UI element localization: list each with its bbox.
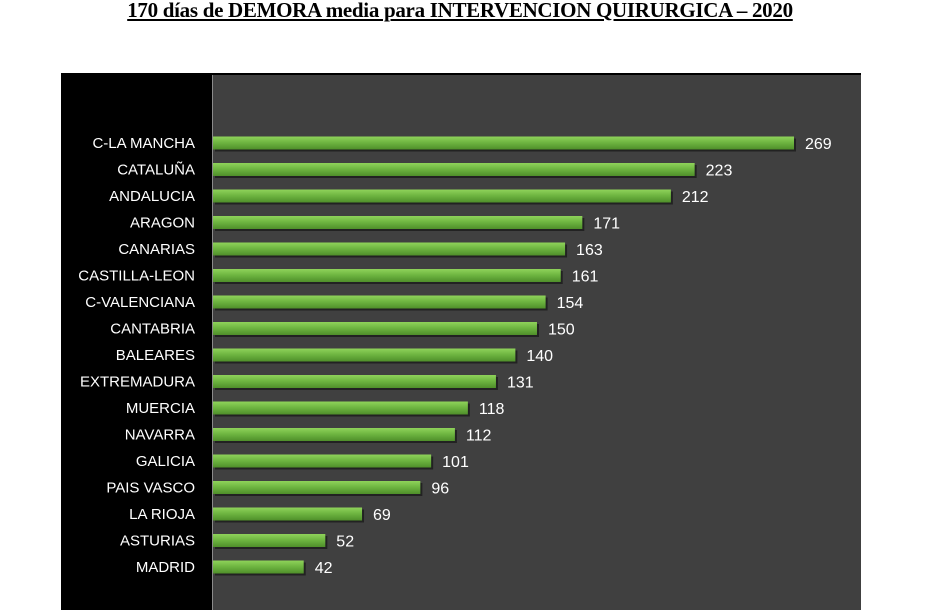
category-label: LA RIOJA	[129, 506, 195, 523]
data-label: 101	[442, 454, 469, 471]
bar	[213, 560, 304, 574]
bar	[213, 375, 496, 388]
data-label: 112	[466, 428, 492, 445]
category-label: BALEARES	[116, 347, 195, 364]
chart-area: C-LA MANCHA 269 CATALUÑA 223 ANDALUCIA 212 ARA…	[61, 73, 861, 610]
data-label: 223	[706, 163, 733, 180]
bar	[213, 401, 468, 415]
bar	[213, 322, 537, 335]
bar	[213, 189, 671, 203]
data-label: 163	[576, 242, 603, 259]
data-label: 140	[526, 348, 553, 365]
category-label: CANARIAS	[118, 241, 195, 258]
category-label: ASTURIAS	[120, 533, 195, 550]
category-label: C-VALENCIANA	[85, 294, 195, 311]
bar	[213, 242, 566, 256]
data-label: 118	[479, 401, 505, 418]
data-label: 42	[315, 560, 333, 577]
chart-title: 170 días de DEMORA media para INTERVENCI…	[127, 0, 793, 22]
bar	[213, 136, 794, 150]
data-label: 69	[373, 507, 391, 524]
bar-chart-svg: C-LA MANCHA 269 CATALUÑA 223 ANDALUCIA 212 ARA…	[78, 135, 832, 577]
category-label: GALICIA	[136, 453, 195, 470]
bar	[213, 348, 516, 362]
data-label: 212	[682, 189, 709, 206]
category-label: PAIS VASCO	[106, 480, 195, 497]
data-label: 161	[572, 269, 599, 286]
bar	[213, 534, 326, 547]
category-label: CANTABRIA	[110, 321, 195, 338]
category-label: CATALUÑA	[117, 162, 195, 179]
bar	[213, 269, 561, 282]
data-label: 131	[507, 375, 534, 392]
bar	[213, 428, 455, 441]
category-label: CASTILLA-LEON	[78, 268, 195, 285]
data-label: 52	[336, 534, 354, 551]
data-label: 96	[431, 481, 449, 498]
bar	[213, 163, 695, 176]
data-label: 154	[557, 295, 584, 312]
bar	[213, 481, 421, 494]
category-label: NAVARRA	[125, 427, 195, 444]
category-label: MUERCIA	[126, 400, 195, 417]
data-label: 269	[805, 136, 832, 153]
bar	[213, 295, 546, 309]
category-label: C-LA MANCHA	[92, 135, 195, 152]
data-label: 171	[593, 216, 620, 233]
category-label: EXTREMADURA	[80, 374, 195, 391]
bar	[213, 216, 583, 229]
category-label: ARAGON	[130, 215, 195, 232]
category-label: ANDALUCIA	[109, 188, 195, 205]
bar	[213, 454, 432, 468]
data-label: 150	[548, 322, 575, 339]
category-label: MADRID	[136, 559, 195, 576]
bar	[213, 507, 363, 521]
